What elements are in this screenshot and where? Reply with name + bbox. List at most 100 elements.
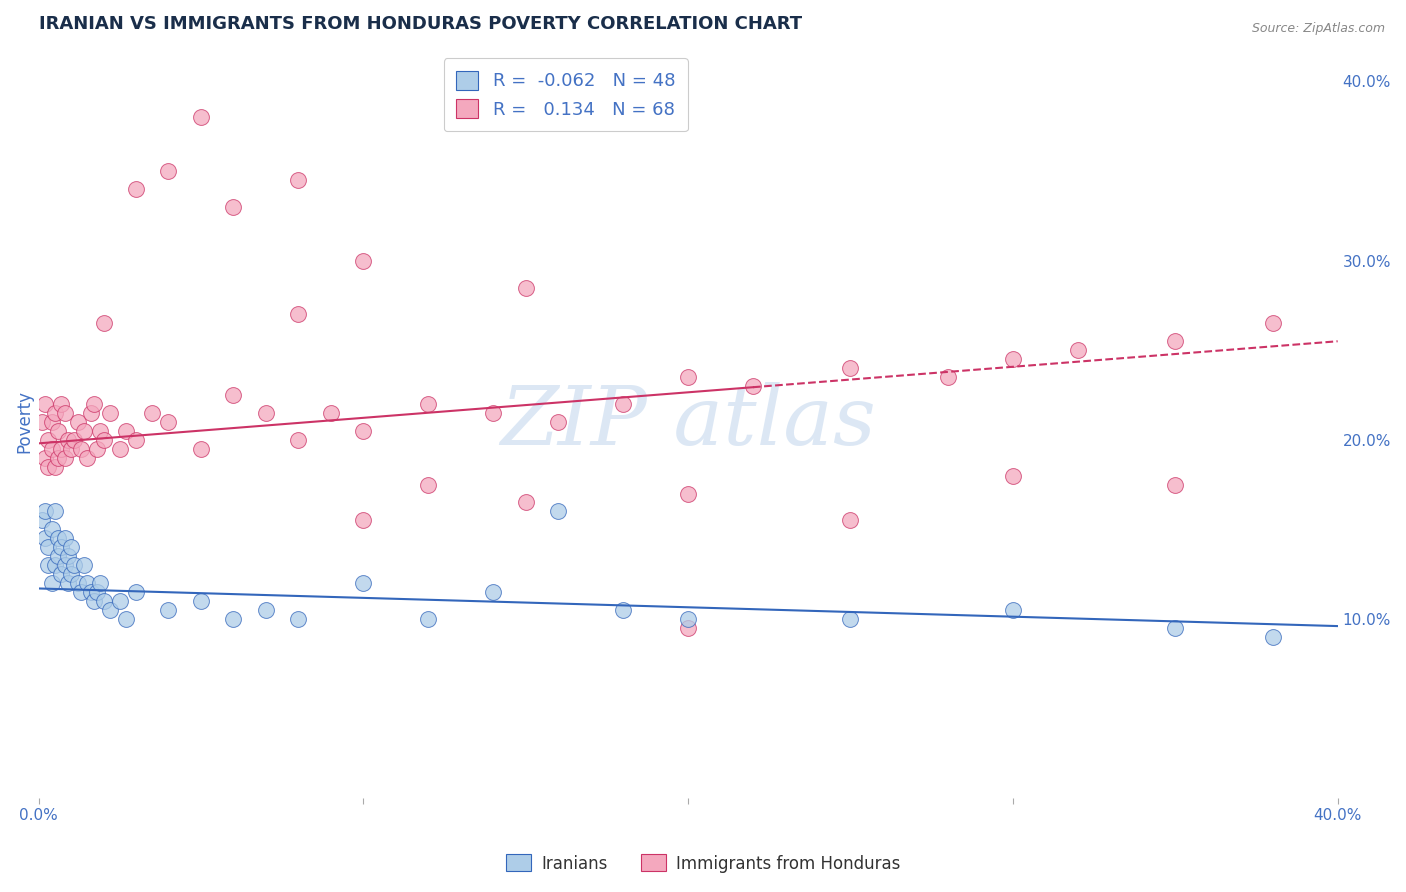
Point	[418, 612, 440, 626]
Point	[31, 415, 53, 429]
Point	[222, 200, 245, 214]
Point	[31, 513, 53, 527]
Point	[44, 504, 66, 518]
Point	[60, 541, 83, 555]
Point	[41, 442, 63, 456]
Point	[41, 576, 63, 591]
Point	[51, 541, 73, 555]
Point	[141, 406, 163, 420]
Point	[98, 603, 121, 617]
Point	[115, 424, 138, 438]
Point	[37, 433, 59, 447]
Point	[612, 603, 634, 617]
Point	[44, 406, 66, 420]
Point	[46, 450, 69, 465]
Point	[936, 370, 959, 384]
Point	[1164, 621, 1187, 635]
Point	[157, 415, 180, 429]
Point	[319, 406, 342, 420]
Point	[352, 513, 374, 527]
Point	[676, 621, 699, 635]
Point	[125, 433, 148, 447]
Point	[1001, 603, 1024, 617]
Point	[76, 576, 98, 591]
Point	[53, 450, 76, 465]
Point	[79, 406, 101, 420]
Point	[190, 442, 212, 456]
Point	[89, 424, 111, 438]
Point	[612, 397, 634, 411]
Point	[93, 594, 115, 608]
Legend: Iranians, Immigrants from Honduras: Iranians, Immigrants from Honduras	[499, 847, 907, 880]
Point	[89, 576, 111, 591]
Point	[547, 504, 569, 518]
Point	[742, 379, 765, 393]
Point	[157, 164, 180, 178]
Point	[63, 433, 86, 447]
Text: Source: ZipAtlas.com: Source: ZipAtlas.com	[1251, 22, 1385, 36]
Point	[108, 442, 131, 456]
Point	[51, 567, 73, 582]
Point	[222, 612, 245, 626]
Point	[108, 594, 131, 608]
Point	[73, 424, 96, 438]
Point	[482, 406, 505, 420]
Point	[352, 424, 374, 438]
Point	[53, 531, 76, 545]
Point	[56, 576, 79, 591]
Point	[60, 442, 83, 456]
Point	[83, 594, 105, 608]
Point	[676, 486, 699, 500]
Point	[1067, 343, 1090, 358]
Point	[1001, 468, 1024, 483]
Point	[287, 612, 309, 626]
Point	[482, 585, 505, 599]
Point	[63, 558, 86, 573]
Point	[34, 504, 56, 518]
Point	[287, 173, 309, 187]
Point	[98, 406, 121, 420]
Point	[676, 612, 699, 626]
Text: IRANIAN VS IMMIGRANTS FROM HONDURAS POVERTY CORRELATION CHART: IRANIAN VS IMMIGRANTS FROM HONDURAS POVE…	[38, 15, 801, 33]
Point	[418, 477, 440, 491]
Point	[37, 541, 59, 555]
Point	[34, 450, 56, 465]
Point	[839, 361, 862, 376]
Point	[66, 576, 89, 591]
Point	[1261, 630, 1284, 644]
Point	[515, 495, 537, 509]
Point	[254, 603, 277, 617]
Point	[79, 585, 101, 599]
Point	[125, 182, 148, 196]
Point	[66, 415, 89, 429]
Point	[839, 513, 862, 527]
Point	[157, 603, 180, 617]
Point	[1001, 352, 1024, 367]
Point	[515, 280, 537, 294]
Text: ZIP atlas: ZIP atlas	[501, 382, 876, 462]
Point	[46, 549, 69, 564]
Point	[44, 558, 66, 573]
Point	[352, 576, 374, 591]
Point	[41, 415, 63, 429]
Point	[93, 433, 115, 447]
Point	[222, 388, 245, 402]
Point	[83, 397, 105, 411]
Point	[37, 558, 59, 573]
Point	[93, 316, 115, 330]
Point	[418, 397, 440, 411]
Point	[839, 612, 862, 626]
Point	[86, 585, 108, 599]
Point	[287, 433, 309, 447]
Point	[46, 531, 69, 545]
Point	[125, 585, 148, 599]
Point	[254, 406, 277, 420]
Point	[56, 549, 79, 564]
Point	[547, 415, 569, 429]
Point	[1164, 334, 1187, 349]
Point	[76, 450, 98, 465]
Point	[352, 253, 374, 268]
Point	[56, 433, 79, 447]
Point	[46, 424, 69, 438]
Point	[69, 585, 91, 599]
